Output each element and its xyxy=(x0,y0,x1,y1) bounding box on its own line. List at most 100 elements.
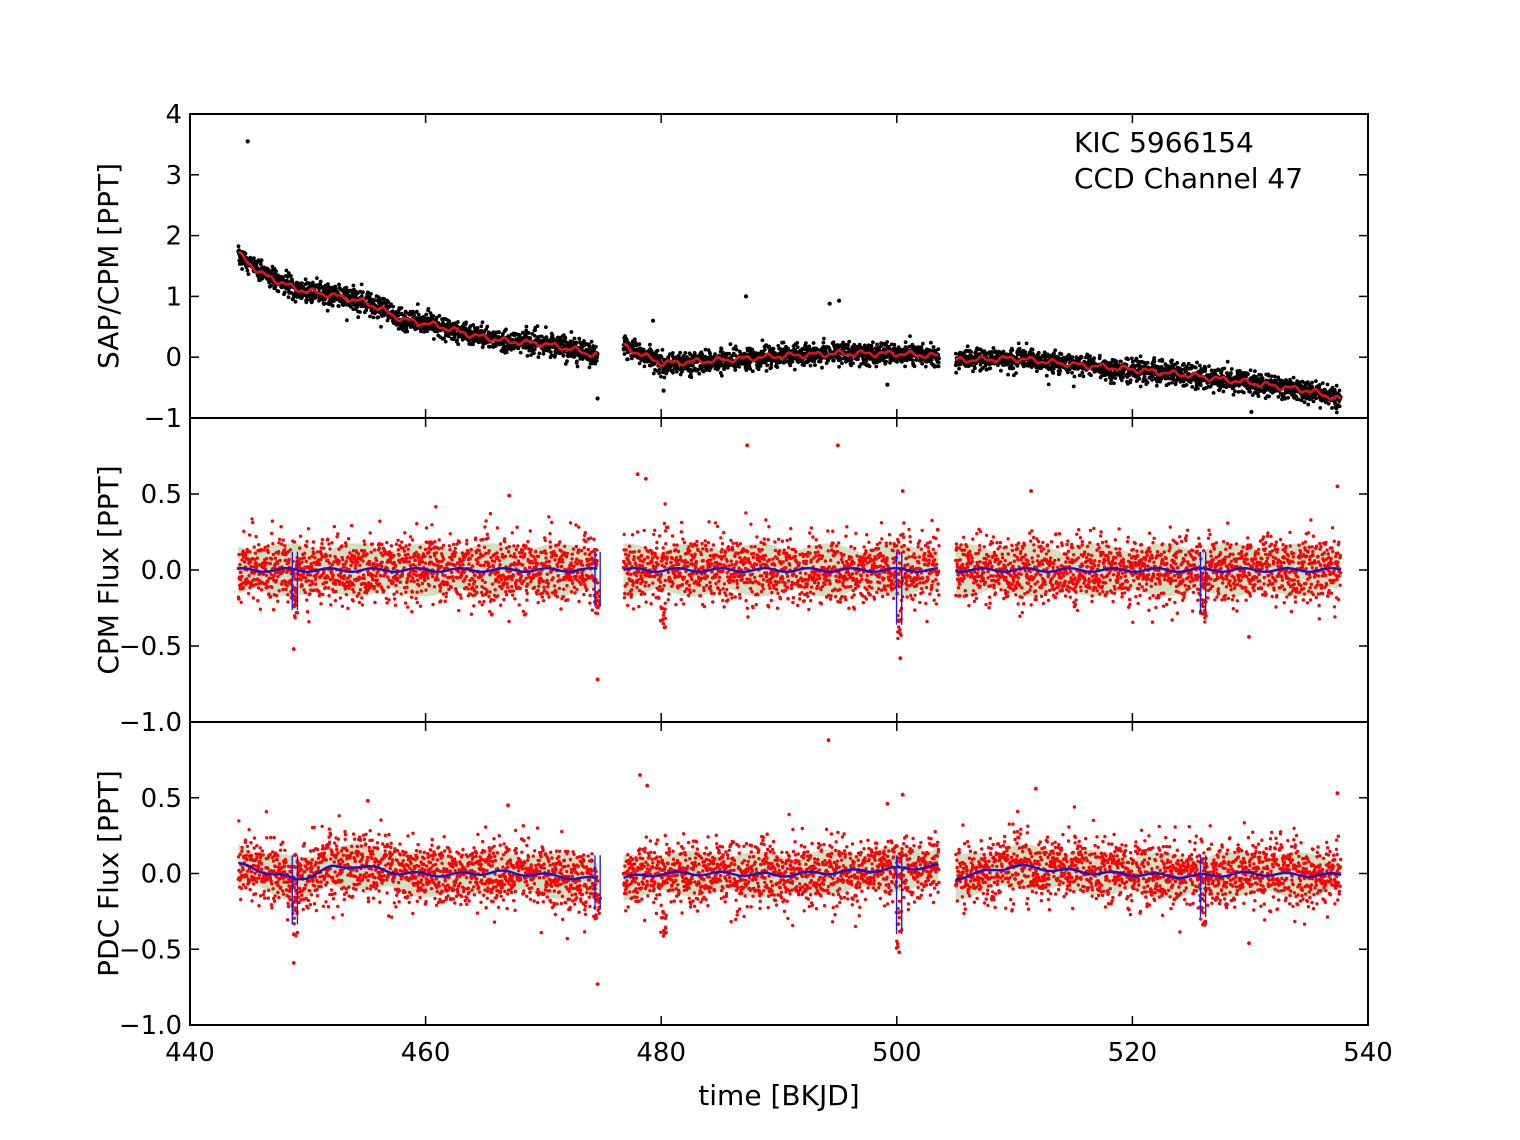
data-point xyxy=(299,573,303,578)
data-point xyxy=(569,330,574,334)
data-point xyxy=(1330,406,1334,410)
panel-sap-points-segment-2 xyxy=(953,341,1343,415)
data-point xyxy=(319,546,323,550)
data-point xyxy=(1066,370,1070,375)
data-point xyxy=(1190,363,1194,368)
data-point xyxy=(443,339,448,344)
data-point xyxy=(1059,352,1064,356)
data-point xyxy=(563,335,568,340)
data-point xyxy=(475,326,480,330)
data-point xyxy=(281,538,285,542)
data-point xyxy=(271,607,276,612)
data-point xyxy=(292,540,297,544)
data-point xyxy=(671,370,675,375)
data-point xyxy=(350,523,354,528)
data-point xyxy=(330,576,335,581)
data-point xyxy=(291,296,295,301)
data-point xyxy=(675,369,679,374)
data-point xyxy=(1198,383,1203,387)
data-point xyxy=(298,562,302,566)
data-point xyxy=(575,364,580,369)
data-point xyxy=(1222,366,1227,371)
data-point xyxy=(1147,375,1152,380)
data-point xyxy=(988,366,993,371)
data-point xyxy=(320,554,325,558)
data-point xyxy=(1259,373,1263,377)
data-point xyxy=(239,600,243,604)
data-point xyxy=(442,336,446,341)
data-point xyxy=(259,258,264,263)
data-point xyxy=(1135,359,1139,363)
data-point xyxy=(313,577,318,582)
data-point xyxy=(259,588,264,592)
data-point xyxy=(997,361,1002,366)
data-point xyxy=(1098,353,1102,358)
data-point xyxy=(300,584,304,588)
data-point xyxy=(1128,378,1133,383)
data-point xyxy=(769,365,773,370)
data-point xyxy=(1296,397,1301,402)
data-point xyxy=(281,587,285,592)
data-point xyxy=(362,576,366,581)
data-point xyxy=(257,543,261,547)
data-point xyxy=(750,369,755,374)
data-point xyxy=(355,305,360,309)
data-point xyxy=(1023,350,1028,354)
data-point xyxy=(630,356,634,361)
data-point xyxy=(1071,384,1076,389)
data-point xyxy=(892,342,897,347)
data-point xyxy=(1015,364,1020,368)
data-point xyxy=(1253,369,1257,373)
data-point xyxy=(920,361,925,366)
data-point xyxy=(239,570,243,574)
data-point xyxy=(321,571,326,575)
data-point xyxy=(973,366,977,371)
panel-sap-outlier-4 xyxy=(650,318,656,323)
data-point xyxy=(254,561,258,565)
data-point xyxy=(713,352,717,356)
data-point xyxy=(921,341,925,346)
data-point xyxy=(652,361,657,366)
data-point xyxy=(1267,394,1271,399)
data-point xyxy=(248,560,253,564)
data-point xyxy=(768,346,772,351)
data-point xyxy=(326,558,330,562)
data-point xyxy=(277,549,281,554)
data-point xyxy=(1150,374,1155,379)
data-point xyxy=(311,546,315,551)
panel-sap-outlier-1 xyxy=(743,294,749,299)
data-point xyxy=(351,283,356,288)
data-point xyxy=(337,547,341,551)
data-point xyxy=(354,563,358,567)
data-point xyxy=(849,357,854,361)
data-point xyxy=(326,537,330,541)
data-point xyxy=(1155,377,1160,381)
data-point xyxy=(382,312,387,317)
data-point xyxy=(1225,359,1230,364)
data-point xyxy=(1266,373,1271,378)
data-point xyxy=(572,354,577,359)
data-point xyxy=(1181,362,1186,366)
data-point xyxy=(1052,351,1056,356)
data-point xyxy=(241,549,245,553)
data-point xyxy=(241,585,245,590)
data-point xyxy=(999,368,1003,373)
data-point xyxy=(1320,381,1325,385)
data-point xyxy=(1088,354,1092,359)
data-point xyxy=(248,585,252,590)
data-point xyxy=(307,579,311,583)
data-point xyxy=(965,344,970,349)
data-point xyxy=(237,552,241,557)
data-point xyxy=(497,330,501,335)
data-point xyxy=(1103,373,1108,378)
data-point xyxy=(334,589,338,594)
data-point xyxy=(535,324,540,328)
data-point xyxy=(385,318,390,323)
data-point xyxy=(1145,380,1150,385)
data-point xyxy=(313,556,317,560)
data-point xyxy=(1129,356,1134,361)
data-point xyxy=(370,577,375,582)
data-point xyxy=(269,557,274,561)
data-point xyxy=(561,353,566,358)
data-point xyxy=(320,573,324,578)
